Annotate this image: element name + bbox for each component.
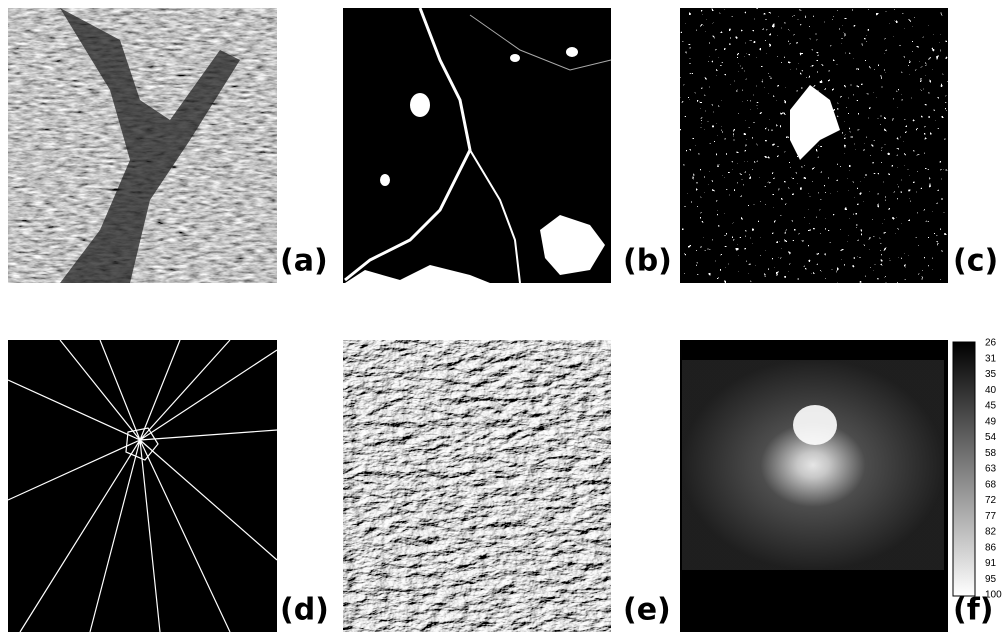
colorbar-label: 68	[985, 479, 997, 490]
colorbar-label: 49	[985, 416, 997, 427]
colorbar-label: 35	[985, 369, 997, 380]
panel-e	[343, 340, 611, 632]
colorbar-label: 82	[985, 527, 997, 538]
colorbar	[952, 341, 976, 597]
colorbar-label: 26	[985, 338, 997, 349]
panel-label: (e)	[623, 593, 671, 628]
colorbar-label: 40	[985, 385, 997, 396]
colorbar-label: 77	[985, 511, 997, 522]
colorbar-label: 86	[985, 542, 997, 553]
panel-label: (a)	[280, 244, 328, 279]
colorbar-label: 95	[985, 574, 997, 585]
panel-c	[680, 8, 948, 283]
colorbar-label: 72	[985, 495, 997, 506]
panel-label: (c)	[953, 244, 998, 279]
colorbar-label: 91	[985, 558, 997, 569]
valley	[60, 8, 240, 283]
panel-d	[7, 339, 278, 633]
colorbar-label: 54	[985, 432, 997, 443]
panel-b	[343, 7, 612, 284]
colorbar-label: 63	[985, 464, 997, 475]
panel-a	[8, 8, 277, 283]
colorbar-label: 100	[985, 590, 1002, 601]
colorbar-label: 31	[985, 353, 997, 364]
colorbar-label: 45	[985, 401, 997, 412]
colorbar-label: 58	[985, 448, 997, 459]
panel-label: (d)	[280, 593, 329, 628]
panel-f	[680, 340, 976, 632]
panel-label: (f)	[953, 593, 993, 628]
panel-label: (b)	[623, 244, 672, 279]
